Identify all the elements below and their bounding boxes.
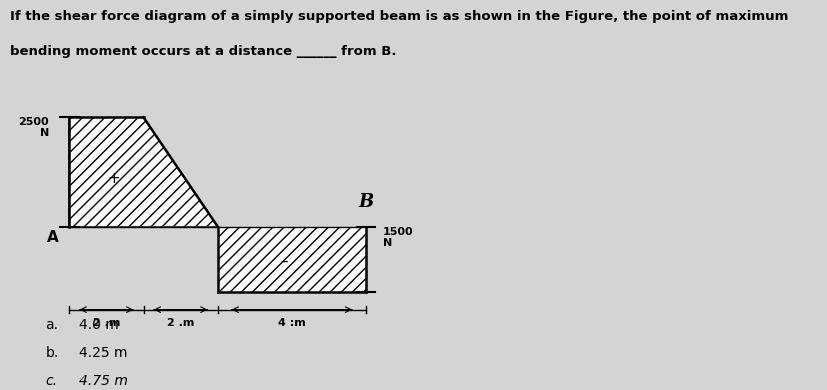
Text: A: A <box>46 230 58 245</box>
Polygon shape <box>218 227 366 292</box>
Text: +: + <box>108 171 120 186</box>
Text: 2 .m: 2 .m <box>167 317 194 328</box>
Text: 2 .m: 2 .m <box>93 317 120 328</box>
Text: a.: a. <box>45 318 59 332</box>
Text: B: B <box>358 193 374 211</box>
Text: b.: b. <box>45 346 59 360</box>
Text: –: – <box>280 254 289 269</box>
Text: c.: c. <box>45 374 58 388</box>
Text: 4.75 m: 4.75 m <box>79 374 127 388</box>
Text: N: N <box>40 128 49 138</box>
Text: 4 :m: 4 :m <box>278 317 306 328</box>
Polygon shape <box>69 117 218 227</box>
Text: bending moment occurs at a distance ______ from B.: bending moment occurs at a distance ____… <box>10 45 396 58</box>
Text: 4.0 m: 4.0 m <box>79 318 118 332</box>
Text: 1500: 1500 <box>383 227 414 237</box>
Text: 2500: 2500 <box>18 117 49 128</box>
Text: 4.25 m: 4.25 m <box>79 346 127 360</box>
Text: N: N <box>383 238 392 248</box>
Text: If the shear force diagram of a simply supported beam is as shown in the Figure,: If the shear force diagram of a simply s… <box>10 10 788 23</box>
